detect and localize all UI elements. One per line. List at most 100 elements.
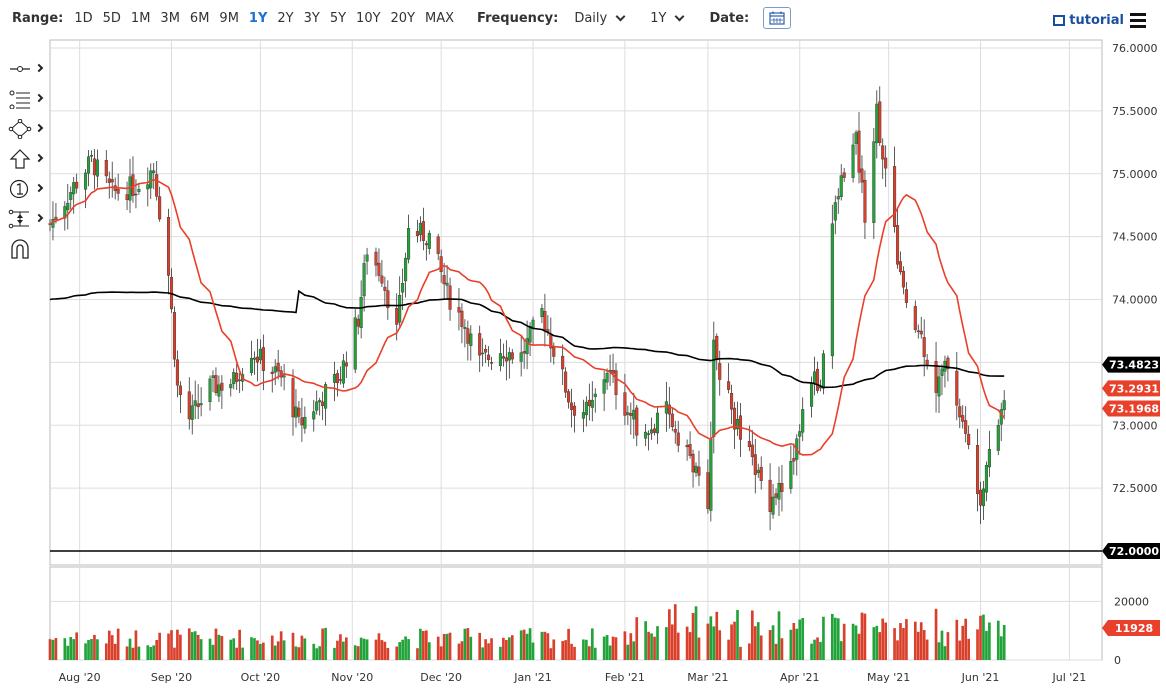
range-10y[interactable]: 10Y [356, 10, 381, 26]
volume-bar [531, 642, 535, 660]
volume-bar [650, 633, 653, 660]
candle-body [821, 353, 825, 389]
volume-bar [919, 622, 923, 660]
range-9m[interactable]: 9M [219, 10, 239, 26]
candle [146, 167, 150, 207]
volume-bar [190, 632, 194, 660]
line-tool-button[interactable] [0, 55, 48, 85]
candle [167, 208, 171, 295]
volume-bar [502, 637, 505, 660]
volume-bar [937, 642, 941, 660]
candle [842, 167, 846, 183]
candle-body [457, 307, 461, 313]
volume-bar [736, 609, 739, 660]
frequency-dropdown[interactable]: Daily [574, 11, 626, 26]
candle [84, 168, 88, 209]
candle-body [614, 370, 618, 395]
range-max[interactable]: MAX [425, 10, 455, 26]
candle-body [291, 378, 295, 418]
candle-body [813, 371, 817, 383]
range-5y[interactable]: 5Y [329, 10, 347, 26]
candle [543, 293, 547, 347]
period-dropdown[interactable]: 1Y [650, 11, 685, 26]
volume-bar [940, 630, 944, 660]
range-1m[interactable]: 1M [130, 10, 151, 26]
candle-body [232, 372, 236, 385]
tutorial-link[interactable]: tutorial [1053, 13, 1124, 28]
fib-tool-button[interactable] [0, 85, 48, 115]
volume-bar [727, 639, 730, 660]
range-3m[interactable]: 3M [160, 10, 180, 26]
volume-bar [270, 635, 274, 660]
candle-body [466, 328, 470, 344]
volume-bar [1002, 625, 1006, 660]
candle-body [697, 466, 701, 476]
volume-bar [303, 638, 307, 660]
candle-body [255, 356, 259, 363]
volume-bar [833, 617, 837, 660]
shape-tool-button[interactable] [0, 115, 48, 145]
candle-body [386, 290, 390, 308]
range-1y[interactable]: 1Y [248, 10, 268, 26]
candle [925, 354, 929, 370]
candle-body [768, 479, 772, 512]
price-tick-label: 76.0000 [1112, 42, 1158, 55]
candle [445, 264, 449, 300]
volume-bar [854, 625, 858, 660]
candle-body [249, 358, 254, 373]
volume-bar [922, 630, 926, 660]
measure-tool-button[interactable] [0, 205, 48, 235]
volume-bar [137, 646, 141, 660]
volume-bar [199, 639, 203, 660]
candle [564, 367, 568, 398]
arrow-tool-button[interactable] [0, 145, 48, 175]
candle-body [300, 417, 304, 426]
volume-bar [884, 622, 888, 660]
label-tag [1102, 380, 1160, 397]
annotation-tool-button[interactable] [0, 175, 48, 205]
volume-bar [262, 642, 265, 660]
annotation-tool-icon [9, 179, 29, 199]
candle [478, 325, 482, 373]
volume-bar [333, 647, 336, 660]
calendar-button[interactable] [763, 7, 792, 29]
volume-bar [339, 634, 342, 660]
candle [404, 252, 408, 298]
candle [715, 333, 719, 371]
label-text: 73.4823 [1109, 359, 1159, 372]
range-3y[interactable]: 3Y [303, 10, 320, 26]
candle [66, 184, 70, 230]
candle-body [152, 170, 156, 173]
range-1d[interactable]: 1D [74, 10, 93, 26]
range-2y[interactable]: 2Y [277, 10, 294, 26]
volume-bar [149, 646, 153, 660]
range-20y[interactable]: 20Y [390, 10, 416, 26]
volume-bar [629, 633, 633, 660]
volume-bar [419, 628, 422, 660]
candle [759, 456, 763, 490]
volume-bar [395, 646, 399, 660]
candle [943, 355, 947, 388]
volume-bar [979, 615, 982, 660]
candle [424, 240, 428, 261]
volume-bar [647, 631, 650, 660]
volume-bar [90, 639, 93, 660]
volume-bar [528, 628, 532, 660]
candle-body [774, 493, 778, 498]
volume-bar [709, 616, 713, 660]
range-selector: 1D 5D 1M 3M 6M 9M 1Y 2Y 3Y 5Y 10Y 20Y MAX [69, 11, 459, 26]
candle-body [777, 482, 781, 500]
film-icon [1053, 15, 1066, 26]
range-5d[interactable]: 5D [102, 10, 121, 26]
magnet-tool-button[interactable] [0, 235, 48, 265]
candle [525, 320, 529, 370]
candle [415, 219, 419, 243]
menu-button[interactable] [1130, 13, 1146, 31]
candle-body [362, 263, 366, 297]
volume-bar [312, 643, 316, 660]
candle-body [395, 307, 399, 325]
volume-bar [445, 633, 449, 660]
range-6m[interactable]: 6M [189, 10, 210, 26]
candle [291, 369, 295, 436]
